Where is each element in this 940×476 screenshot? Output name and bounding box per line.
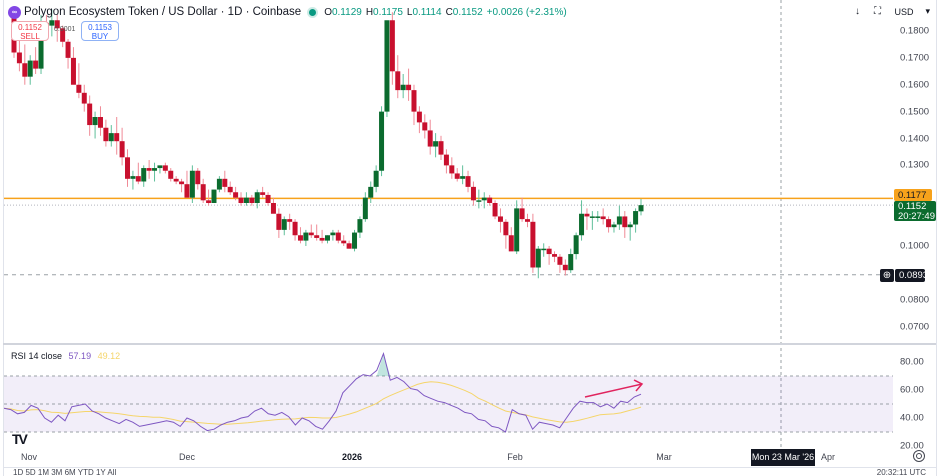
time-axis-label: Feb <box>507 452 523 462</box>
range-buttons[interactable]: 1D 5D 1M 3M 6M YTD 1Y All <box>13 468 117 476</box>
fullscreen-icon[interactable]: ⛶ <box>873 6 881 17</box>
ohlc-open: O0.1129 <box>324 6 362 18</box>
price-axis-label: 0.0700 <box>900 321 930 333</box>
sell-price: 0.1152 <box>18 23 42 32</box>
rsi-axis-label: 60.00 <box>900 384 924 396</box>
rsi-ma-value: 49.12 <box>97 351 121 361</box>
chevron-down-icon: ▾ <box>925 6 930 16</box>
time-axis-label: Dec <box>178 452 196 462</box>
settings-gear-icon[interactable] <box>913 450 925 462</box>
polygon-logo-icon: ∞ <box>8 5 21 19</box>
time-axis-label: 2026 <box>341 452 363 462</box>
buy-button[interactable]: 0.1153 BUY <box>81 21 119 41</box>
tradingview-logo-icon[interactable]: TV <box>12 431 28 447</box>
add-alert-plus-icon[interactable]: ⊕ <box>880 269 894 282</box>
resistance-price-tag: 0.1177 <box>894 189 932 201</box>
last-price-tag: 0.1152 20:27:49 <box>894 201 936 221</box>
price-axis-border <box>936 0 937 476</box>
price-axis-label: 0.1500 <box>900 106 930 118</box>
buy-price: 0.1153 <box>88 23 112 32</box>
ohlc-high: H0.1175 <box>365 6 403 18</box>
rsi-axis-label: 80.00 <box>900 356 924 368</box>
market-open-dot-icon <box>309 8 317 16</box>
rsi-axis-label: 20.00 <box>900 440 924 452</box>
currency-select[interactable]: USD ▾ <box>894 6 930 17</box>
last-price: 0.1152 <box>898 201 927 212</box>
price-axis-label: 0.1400 <box>900 133 930 144</box>
buy-label: BUY <box>91 32 109 41</box>
price-axis-label: 0.1800 <box>900 25 930 37</box>
rsi-label: RSI 14 close <box>11 351 63 361</box>
currency-value: USD <box>894 6 914 17</box>
ohlc-close: C0.1152 <box>445 6 483 18</box>
price-axis-label: 0.1600 <box>900 79 930 91</box>
utc-clock: 20:32:11 UTC <box>876 468 926 476</box>
price-axis-label: 0.1000 <box>900 240 930 252</box>
ohlc-low: L0.1114 <box>406 6 442 18</box>
time-axis-label: Nov <box>20 452 38 462</box>
spread-value: 0.0001 <box>54 26 76 33</box>
rsi-value: 57.19 <box>68 351 92 361</box>
horizontal-line-price-tag: 0.0893 <box>895 269 928 282</box>
sell-button[interactable]: 0.1152 SELL <box>11 21 49 41</box>
rsi-legend[interactable]: RSI 14 close 57.19 49.12 <box>11 351 120 361</box>
bottom-range-bar: 1D 5D 1M 3M 6M YTD 1Y All 20:32:11 UTC <box>3 467 936 476</box>
sell-label: SELL <box>20 32 40 41</box>
left-border <box>3 0 4 476</box>
time-axis-label: Mar <box>656 452 672 462</box>
symbol-header: ∞ Polygon Ecosystem Token / US Dollar · … <box>8 4 571 20</box>
price-axis-label: 0.1700 <box>900 52 930 64</box>
crosshair-date-label: Mon 23 Mar '26 <box>751 449 815 466</box>
chart-toolbar: ↓ ⛶ USD ▾ <box>850 5 930 18</box>
time-axis-label: Apr <box>820 452 836 462</box>
symbol-title[interactable]: Polygon Ecosystem Token / US Dollar · 1D… <box>24 6 302 18</box>
price-axis-label: 0.0800 <box>900 294 930 306</box>
bar-countdown: 20:27:49 <box>898 210 935 222</box>
download-icon[interactable]: ↓ <box>854 6 860 17</box>
ohlc-change: +0.0026 (+2.31%) <box>486 6 567 18</box>
price-axis-label: 0.1300 <box>900 159 930 171</box>
pane-separator[interactable] <box>3 343 936 345</box>
rsi-axis-label: 40.00 <box>900 412 924 424</box>
